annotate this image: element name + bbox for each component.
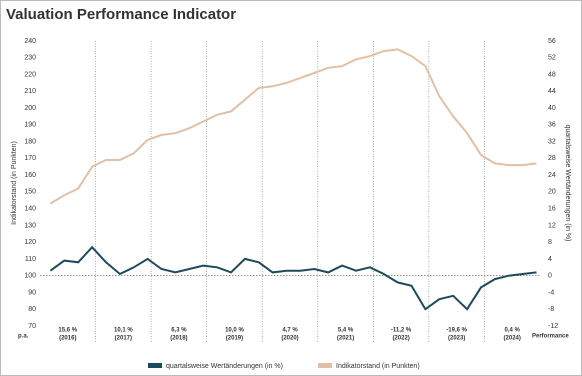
- x-tick-label: (2024): [504, 336, 521, 342]
- performance-label: -19,6 %: [446, 328, 467, 334]
- performance-label: 0,4 %: [505, 328, 521, 334]
- y2-tick-label: 16: [548, 205, 556, 212]
- y2-tick-label: 12: [548, 222, 556, 229]
- legend-swatch: [148, 363, 162, 368]
- performance-label: -11,2 %: [391, 328, 412, 334]
- legend-label: Indikatorstand (in Punkten): [336, 363, 420, 370]
- y-tick-label: 190: [24, 122, 36, 129]
- y-tick-label: 90: [28, 289, 36, 296]
- x-tick-label: (2018): [170, 336, 187, 342]
- y-tick-label: 160: [24, 172, 36, 179]
- y2-axis-title: quartalsweise Wertänderungen (in %): [564, 125, 571, 242]
- y2-tick-label: 0: [548, 273, 552, 280]
- y-tick-label: 130: [24, 222, 36, 229]
- x-tick-label: (2021): [337, 336, 354, 342]
- y-tick-label: 120: [24, 239, 36, 246]
- y-tick-label: 180: [24, 138, 36, 145]
- y-tick-label: 140: [24, 205, 36, 212]
- y2-tick-label: 52: [548, 55, 556, 62]
- y2-tick-label: 4: [548, 256, 552, 263]
- performance-label: 4,7 %: [282, 328, 298, 334]
- series-line: [49, 48, 537, 205]
- performance-label: 6,3 %: [171, 328, 187, 334]
- y-tick-label: 210: [24, 88, 36, 95]
- chart-title: Valuation Performance Indicator: [6, 6, 236, 23]
- y2-tick-label: 32: [548, 138, 556, 145]
- y-tick-label: 170: [24, 155, 36, 162]
- legend-swatch: [318, 363, 332, 368]
- performance-label: 15,6 %: [58, 328, 77, 334]
- y2-tick-label: 40: [548, 105, 556, 112]
- row-label: p.a.: [18, 334, 29, 340]
- x-tick-label: (2020): [281, 336, 298, 342]
- y-tick-label: 200: [24, 105, 36, 112]
- x-tick-label: (2017): [115, 336, 132, 342]
- y2-tick-label: 36: [548, 122, 556, 129]
- y-tick-label: 230: [24, 55, 36, 62]
- y-axis-title: Indikatorstand (in Punkten): [11, 141, 18, 225]
- y2-tick-label: 24: [548, 172, 556, 179]
- y2-tick-label: 8: [548, 239, 552, 246]
- y2-tick-label: 56: [548, 38, 556, 45]
- y-tick-label: 70: [28, 323, 36, 330]
- y-tick-label: 100: [24, 273, 36, 280]
- x-tick-label: (2016): [59, 336, 76, 342]
- y2-tick-label: -8: [548, 306, 554, 313]
- performance-label: 10,0 %: [225, 328, 244, 334]
- y2-tick-label: 28: [548, 155, 556, 162]
- legend-label: quartalsweise Wertänderungen (in %): [166, 363, 283, 370]
- series-line: [49, 245, 537, 311]
- y2-tick-label: 20: [548, 189, 556, 196]
- y2-tick-label: 44: [548, 88, 556, 95]
- y-tick-label: 240: [24, 38, 36, 45]
- y-tick-label: 110: [25, 256, 36, 263]
- y2-tick-label: -4: [548, 289, 554, 296]
- performance-label: 5,4 %: [338, 328, 354, 334]
- x-tick-label: (2023): [448, 336, 465, 342]
- y-tick-label: 220: [24, 71, 36, 78]
- y2-tick-label: -12: [548, 323, 558, 330]
- y-tick-label: 150: [24, 189, 36, 196]
- row-label: Performance: [532, 334, 569, 340]
- x-tick-label: (2022): [392, 336, 409, 342]
- performance-label: 10,1 %: [114, 328, 133, 334]
- y2-tick-label: 48: [548, 71, 556, 78]
- y-tick-label: 80: [28, 306, 36, 313]
- x-tick-label: (2019): [226, 336, 243, 342]
